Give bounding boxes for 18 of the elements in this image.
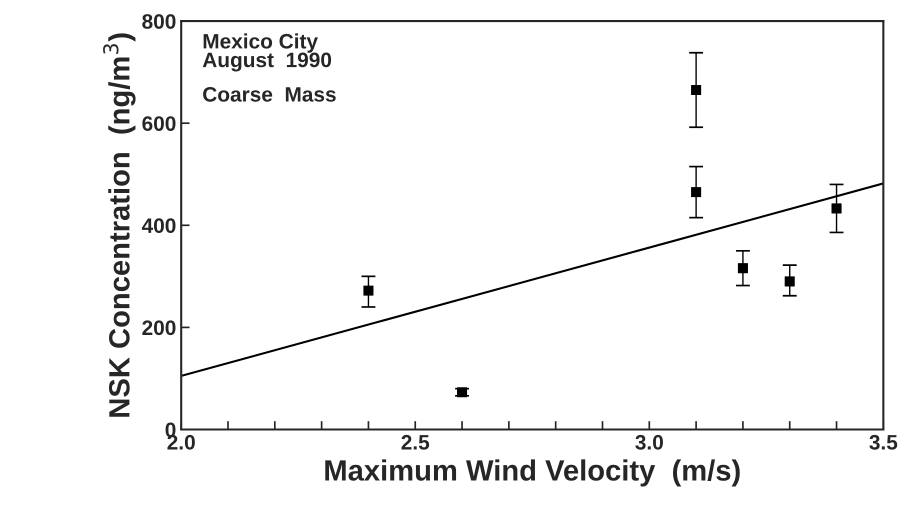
point <box>832 203 842 214</box>
y-tick-label: 800 <box>142 14 176 29</box>
point <box>738 263 748 274</box>
point <box>784 276 795 286</box>
y-axis-title: NSK Concentration (ng/m$^{3}$) <box>103 33 136 417</box>
point <box>691 187 702 198</box>
y-tick-label: 200 <box>142 320 176 336</box>
point <box>457 387 468 398</box>
annotation: Mexico City August 1990 <box>202 33 332 72</box>
point <box>691 84 702 96</box>
x-tick-label: 3.5 <box>869 434 898 450</box>
x-axis-title: Maximum Wind Velocity (m/s) <box>325 459 740 487</box>
y-tick-label: 400 <box>142 218 176 234</box>
annotation: Coarse Mass <box>203 86 336 102</box>
x-tick-label: 2.5 <box>401 434 430 450</box>
y-tick-label: 600 <box>142 116 176 131</box>
point <box>363 286 374 296</box>
x-tick-label: 3.0 <box>635 434 663 450</box>
